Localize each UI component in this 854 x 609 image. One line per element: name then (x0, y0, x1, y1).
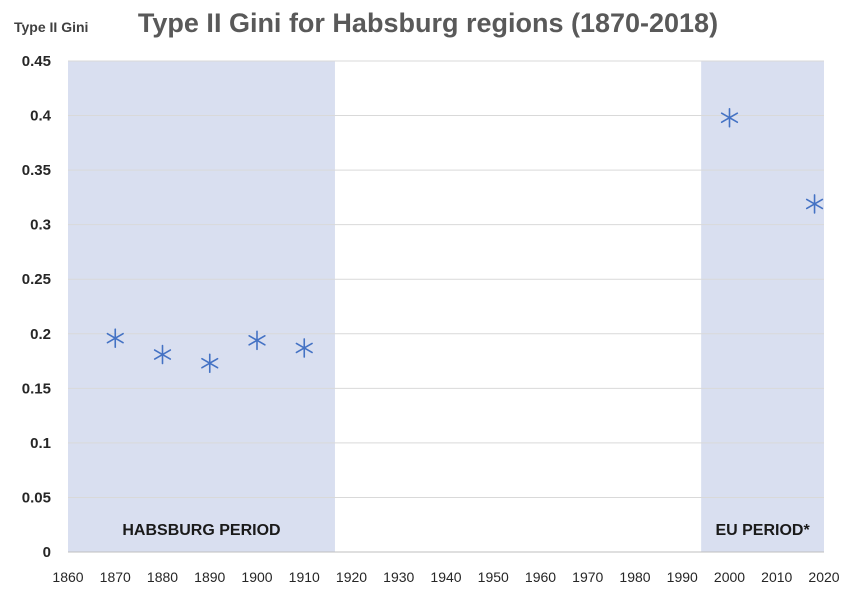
y-tick-label: 0.4 (30, 108, 52, 125)
x-tick-label: 1880 (147, 569, 178, 585)
x-tick-label: 1970 (572, 569, 603, 585)
x-tick-label: 1940 (430, 569, 461, 585)
x-tick-label: 2010 (761, 569, 792, 585)
x-tick-label: 2000 (714, 569, 745, 585)
x-tick-label: 1860 (52, 569, 83, 585)
y-tick-label: 0.05 (22, 489, 51, 506)
x-tick-label: 1890 (194, 569, 225, 585)
x-tick-label: 1960 (525, 569, 556, 585)
y-tick-label: 0.2 (30, 326, 51, 343)
gridlines (68, 60, 824, 553)
x-tick-label: 1910 (289, 569, 320, 585)
y-tick-label: 0.35 (22, 162, 51, 179)
x-axis-ticks: 1860 1870 1880 1890 1900 1910 1920 1930 1940 1950… (52, 569, 839, 585)
x-tick-label: 1900 (241, 569, 272, 585)
y-tick-label: 0.1 (30, 435, 51, 452)
x-tick-label: 1930 (383, 569, 414, 585)
x-tick-label: 1950 (478, 569, 509, 585)
y-tick-label: 0.3 (30, 217, 51, 234)
y-tick-label: 0.25 (22, 271, 51, 288)
period-label-1: EU PERIOD* (715, 522, 810, 539)
chart-title: Type II Gini for Habsburg regions (1870-… (138, 8, 718, 38)
period-labels: HABSBURG PERIOD EU PERIOD* (122, 522, 810, 539)
y-tick-label: 0.15 (22, 380, 51, 397)
y-tick-label: 0 (43, 544, 51, 561)
y-tick-label: 0.45 (22, 53, 51, 70)
period-band-1 (701, 61, 824, 552)
data-point (720, 107, 739, 128)
period-label-0: HABSBURG PERIOD (122, 522, 280, 539)
data-point (153, 344, 172, 365)
period-band-0 (68, 61, 335, 552)
x-tick-label: 1980 (619, 569, 650, 585)
data-point (201, 353, 219, 374)
y-axis-ticks: 0 0.05 0.1 0.15 0.2 0.25 0.3 0.35 0.4 0.45 (22, 53, 52, 561)
x-tick-label: 2020 (808, 569, 839, 585)
shaded-periods (68, 61, 824, 552)
y-axis-label: Type II Gini (14, 19, 88, 35)
data-point (106, 328, 124, 348)
data-point (295, 338, 313, 358)
data-point (805, 194, 824, 214)
x-tick-label: 1920 (336, 569, 367, 585)
x-tick-label: 1870 (100, 569, 131, 585)
data-point (248, 330, 266, 351)
data-points (106, 107, 824, 374)
x-tick-label: 1990 (667, 569, 698, 585)
